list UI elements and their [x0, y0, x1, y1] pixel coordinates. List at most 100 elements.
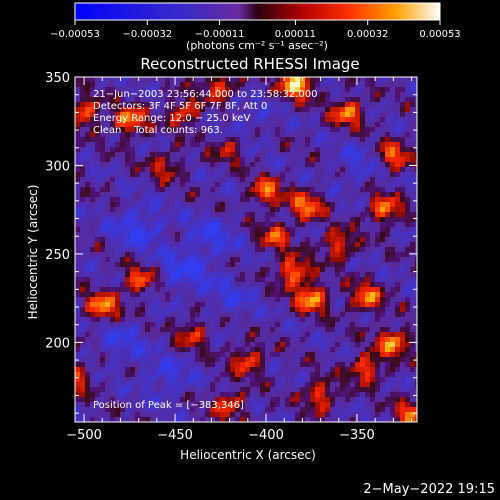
heatmap-cell: [395, 222, 401, 228]
heatmap-cell: [260, 82, 266, 88]
heatmap-cell: [255, 187, 261, 193]
heatmap-cell: [205, 262, 211, 268]
heatmap-cell: [415, 262, 417, 268]
heatmap-cell: [205, 272, 211, 278]
heatmap-cell: [400, 387, 406, 393]
heatmap-cell: [120, 217, 126, 223]
heatmap-cell: [270, 117, 276, 123]
heatmap-cell: [95, 407, 101, 413]
heatmap-cell: [225, 127, 231, 133]
heatmap-cell: [335, 82, 341, 88]
heatmap-cell: [160, 417, 166, 422]
heatmap-cell: [180, 157, 186, 163]
heatmap-cell: [410, 357, 416, 363]
heatmap-cell: [135, 172, 141, 178]
heatmap-cell: [285, 367, 291, 373]
heatmap-cell: [250, 97, 256, 103]
heatmap-cell: [235, 362, 241, 368]
heatmap-cell: [110, 222, 116, 228]
heatmap-cell: [400, 172, 406, 178]
heatmap-cell: [305, 227, 311, 233]
heatmap-cell: [380, 162, 386, 168]
heatmap-cell: [335, 257, 341, 263]
heatmap-cell: [300, 382, 306, 388]
heatmap-cell: [155, 382, 161, 388]
heatmap-cell: [200, 262, 206, 268]
heatmap-cell: [375, 402, 381, 408]
heatmap-cell: [105, 382, 111, 388]
heatmap-cell: [240, 77, 246, 83]
heatmap-cell: [345, 127, 351, 133]
heatmap-cell: [390, 127, 396, 133]
heatmap-cell: [245, 252, 251, 258]
heatmap-cell: [230, 112, 236, 118]
heatmap-cell: [170, 337, 176, 343]
heatmap-cell: [90, 287, 96, 293]
heatmap-cell: [225, 162, 231, 168]
heatmap-cell: [285, 377, 291, 383]
heatmap-cell: [255, 217, 261, 223]
heatmap-cell: [170, 232, 176, 238]
heatmap-cell: [85, 172, 91, 178]
heatmap-cell: [245, 102, 251, 108]
heatmap-cell: [200, 82, 206, 88]
heatmap-cell: [340, 352, 346, 358]
heatmap-cell: [80, 297, 86, 303]
heatmap-cell: [255, 267, 261, 273]
heatmap-cell: [185, 127, 191, 133]
heatmap-cell: [85, 152, 91, 158]
heatmap-cell: [235, 187, 241, 193]
heatmap-cell: [235, 117, 241, 123]
heatmap-cell: [280, 77, 286, 83]
heatmap-cell: [410, 152, 416, 158]
heatmap-cell: [415, 247, 417, 253]
heatmap-cell: [400, 127, 406, 133]
heatmap-cell: [335, 132, 341, 138]
heatmap-cell: [200, 287, 206, 293]
heatmap-cell: [140, 82, 146, 88]
heatmap-cell: [160, 282, 166, 288]
heatmap-cell: [320, 167, 326, 173]
heatmap-cell: [185, 362, 191, 368]
heatmap-cell: [400, 162, 406, 168]
heatmap-cell: [270, 347, 276, 353]
heatmap-cell: [380, 242, 386, 248]
heatmap-cell: [150, 307, 156, 313]
heatmap-cell: [360, 362, 366, 368]
heatmap-cell: [415, 162, 417, 168]
heatmap-cell: [270, 332, 276, 338]
heatmap-cell: [255, 127, 261, 133]
heatmap-cell: [80, 327, 86, 333]
heatmap-cell: [115, 147, 121, 153]
heatmap-cell: [370, 377, 376, 383]
heatmap-cell: [140, 152, 146, 158]
heatmap-cell: [295, 257, 301, 263]
heatmap-cell: [400, 107, 406, 113]
heatmap-cell: [175, 172, 181, 178]
heatmap-cell: [90, 412, 96, 418]
heatmap-cell: [210, 312, 216, 318]
heatmap-cell: [305, 97, 311, 103]
heatmap-cell: [160, 322, 166, 328]
heatmap-cell: [325, 382, 331, 388]
heatmap-cell: [295, 367, 301, 373]
heatmap-cell: [195, 222, 201, 228]
heatmap-cell: [180, 252, 186, 258]
heatmap-cell: [355, 222, 361, 228]
heatmap-cell: [395, 317, 401, 323]
heatmap-cell: [400, 397, 406, 403]
heatmap-cell: [185, 292, 191, 298]
heatmap-cell: [100, 172, 106, 178]
heatmap-cell: [265, 367, 271, 373]
heatmap-cell: [360, 102, 366, 108]
heatmap-cell: [405, 102, 411, 108]
heatmap-cell: [100, 412, 106, 418]
heatmap-cell: [275, 127, 281, 133]
heatmap-cell: [270, 127, 276, 133]
heatmap-cell: [285, 117, 291, 123]
heatmap-cell: [155, 407, 161, 413]
heatmap-cell: [345, 207, 351, 213]
heatmap-cell: [160, 307, 166, 313]
heatmap-cell: [210, 77, 216, 83]
heatmap-cell: [220, 382, 226, 388]
